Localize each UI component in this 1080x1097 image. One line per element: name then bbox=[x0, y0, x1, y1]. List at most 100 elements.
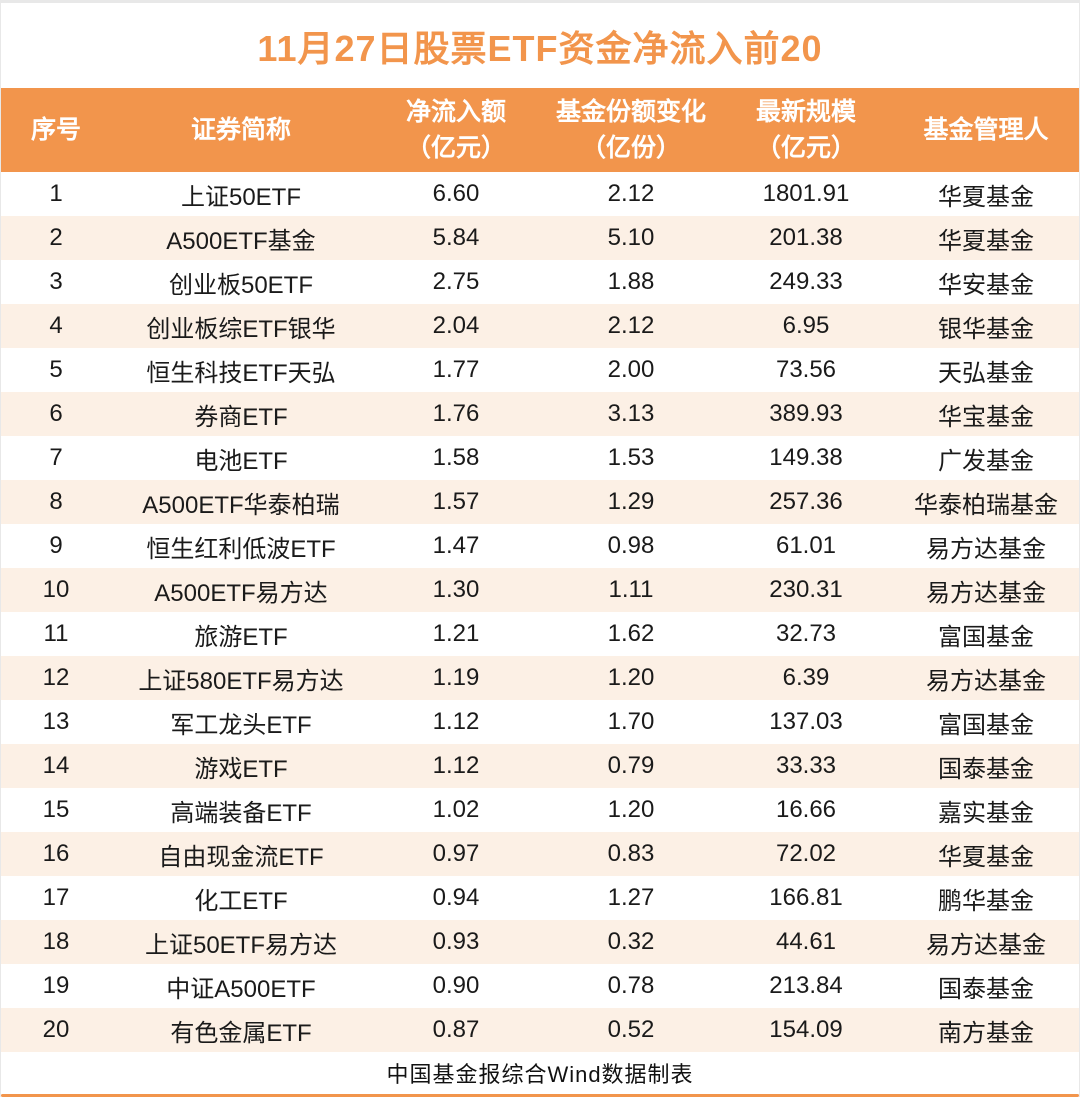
title-bar: 11月27日股票ETF资金净流入前20 bbox=[1, 3, 1079, 88]
net-inflow-cell: 1.12 bbox=[432, 708, 480, 735]
scale-cell: 257.36 bbox=[769, 488, 843, 515]
name-cell: 电池ETF bbox=[194, 447, 288, 475]
rank-cell: 3 bbox=[49, 268, 63, 295]
name-cell: 旅游ETF bbox=[194, 623, 288, 651]
manager-cell: 富国基金 bbox=[938, 711, 1034, 739]
manager-cell: 银华基金 bbox=[938, 315, 1034, 343]
net-inflow-cell: 1.12 bbox=[432, 752, 480, 779]
scale-cell: 166.81 bbox=[769, 884, 843, 911]
share-change-cell: 1.27 bbox=[607, 884, 655, 911]
name-cell: 上证50ETF bbox=[180, 183, 302, 211]
net-inflow-cell: 1.47 bbox=[432, 532, 480, 559]
rank-cell: 15 bbox=[42, 796, 70, 823]
manager-cell: 华安基金 bbox=[938, 271, 1034, 299]
share-change-cell: 1.53 bbox=[607, 444, 655, 471]
header-label: 最新规模 bbox=[755, 97, 856, 126]
scale-cell: 73.56 bbox=[775, 356, 837, 383]
table-row: 9 恒生红利低波ETF 1.47 0.98 61.01 易方达基金 bbox=[1, 524, 1079, 568]
net-inflow-cell: 1.19 bbox=[432, 664, 480, 691]
table-row: 1 上证50ETF 6.60 2.12 1801.91 华夏基金 bbox=[1, 172, 1079, 216]
manager-cell: 华夏基金 bbox=[938, 227, 1034, 255]
scale-cell: 249.33 bbox=[769, 268, 843, 295]
share-change-cell: 1.11 bbox=[608, 576, 654, 603]
rank-cell: 6 bbox=[49, 400, 63, 427]
table-row: 4 创业板综ETF银华 2.04 2.12 6.95 银华基金 bbox=[1, 304, 1079, 348]
name-cell: 创业板综ETF银华 bbox=[146, 315, 336, 343]
share-change-cell: 1.70 bbox=[607, 708, 655, 735]
scale-cell: 389.93 bbox=[769, 400, 843, 427]
table-row: 5 恒生科技ETF天弘 1.77 2.00 73.56 天弘基金 bbox=[1, 348, 1079, 392]
header-label: 净流入额 bbox=[405, 97, 506, 126]
rank-cell: 4 bbox=[49, 312, 63, 339]
net-inflow-cell: 0.93 bbox=[432, 928, 480, 955]
table-row: 6 券商ETF 1.76 3.13 389.93 华宝基金 bbox=[1, 392, 1079, 436]
table-row: 7 电池ETF 1.58 1.53 149.38 广发基金 bbox=[1, 436, 1079, 480]
name-cell: 军工龙头ETF bbox=[170, 711, 312, 739]
share-change-cell: 2.12 bbox=[607, 312, 655, 339]
net-inflow-cell: 1.21 bbox=[432, 620, 480, 647]
net-inflow-cell: 0.97 bbox=[432, 840, 480, 867]
scale-cell: 32.73 bbox=[775, 620, 837, 647]
rank-cell: 9 bbox=[49, 532, 63, 559]
share-change-cell: 0.83 bbox=[607, 840, 655, 867]
table-row: 16 自由现金流ETF 0.97 0.83 72.02 华夏基金 bbox=[1, 832, 1079, 876]
header-cell-share-change: 基金份额变化 （亿份） bbox=[541, 88, 721, 172]
table-row: 8 A500ETF华泰柏瑞 1.57 1.29 257.36 华泰柏瑞基金 bbox=[1, 480, 1079, 524]
manager-cell: 华夏基金 bbox=[938, 843, 1034, 871]
share-change-cell: 0.98 bbox=[607, 532, 655, 559]
scale-cell: 61.01 bbox=[775, 532, 837, 559]
manager-cell: 华夏基金 bbox=[938, 183, 1034, 211]
net-inflow-cell: 0.90 bbox=[432, 972, 480, 999]
share-change-cell: 0.52 bbox=[607, 1016, 655, 1043]
table-row: 12 上证580ETF易方达 1.19 1.20 6.39 易方达基金 bbox=[1, 656, 1079, 700]
name-cell: 有色金属ETF bbox=[170, 1019, 312, 1047]
manager-cell: 易方达基金 bbox=[926, 579, 1046, 607]
net-inflow-cell: 1.02 bbox=[432, 796, 480, 823]
net-inflow-cell: 2.75 bbox=[432, 268, 480, 295]
rank-cell: 10 bbox=[42, 576, 70, 603]
share-change-cell: 2.12 bbox=[607, 180, 655, 207]
name-cell: 恒生红利低波ETF bbox=[146, 535, 336, 563]
table-row: 20 有色金属ETF 0.87 0.52 154.09 南方基金 bbox=[1, 1008, 1079, 1052]
rank-cell: 8 bbox=[49, 488, 63, 515]
header-label: 序号 bbox=[30, 115, 81, 144]
header-cell-scale: 最新规模 （亿元） bbox=[721, 88, 891, 172]
share-change-cell: 5.10 bbox=[607, 224, 655, 251]
scale-cell: 213.84 bbox=[769, 972, 843, 999]
name-cell: 中证A500ETF bbox=[166, 975, 316, 1003]
scale-cell: 72.02 bbox=[775, 840, 837, 867]
manager-cell: 天弘基金 bbox=[938, 359, 1034, 387]
table-row: 17 化工ETF 0.94 1.27 166.81 鹏华基金 bbox=[1, 876, 1079, 920]
manager-cell: 国泰基金 bbox=[938, 975, 1034, 1003]
name-cell: 自由现金流ETF bbox=[158, 843, 324, 871]
manager-cell: 南方基金 bbox=[938, 1019, 1034, 1047]
rank-cell: 17 bbox=[42, 884, 70, 911]
scale-cell: 33.33 bbox=[775, 752, 837, 779]
rank-cell: 14 bbox=[42, 752, 70, 779]
net-inflow-cell: 1.58 bbox=[432, 444, 480, 471]
name-cell: A500ETF基金 bbox=[166, 227, 316, 255]
name-cell: 游戏ETF bbox=[194, 755, 288, 783]
scale-cell: 16.66 bbox=[775, 796, 837, 823]
share-change-cell: 1.20 bbox=[607, 664, 655, 691]
scale-cell: 6.39 bbox=[782, 664, 830, 691]
name-cell: 恒生科技ETF天弘 bbox=[146, 359, 336, 387]
net-inflow-cell: 0.87 bbox=[432, 1016, 480, 1043]
scale-cell: 230.31 bbox=[769, 576, 843, 603]
rank-cell: 11 bbox=[43, 620, 69, 647]
rank-cell: 1 bbox=[49, 180, 63, 207]
header-label: 基金份额变化 bbox=[555, 97, 706, 126]
share-change-cell: 3.13 bbox=[607, 400, 655, 427]
manager-cell: 易方达基金 bbox=[926, 931, 1046, 959]
table-row: 14 游戏ETF 1.12 0.79 33.33 国泰基金 bbox=[1, 744, 1079, 788]
manager-cell: 广发基金 bbox=[938, 447, 1034, 475]
table-row: 2 A500ETF基金 5.84 5.10 201.38 华夏基金 bbox=[1, 216, 1079, 260]
header-unit: （亿元） bbox=[405, 134, 506, 162]
name-cell: 上证580ETF易方达 bbox=[138, 667, 344, 695]
name-cell: A500ETF易方达 bbox=[154, 579, 328, 607]
name-cell: 高端装备ETF bbox=[170, 799, 312, 827]
rank-cell: 5 bbox=[49, 356, 63, 383]
share-change-cell: 1.88 bbox=[607, 268, 655, 295]
manager-cell: 易方达基金 bbox=[926, 535, 1046, 563]
